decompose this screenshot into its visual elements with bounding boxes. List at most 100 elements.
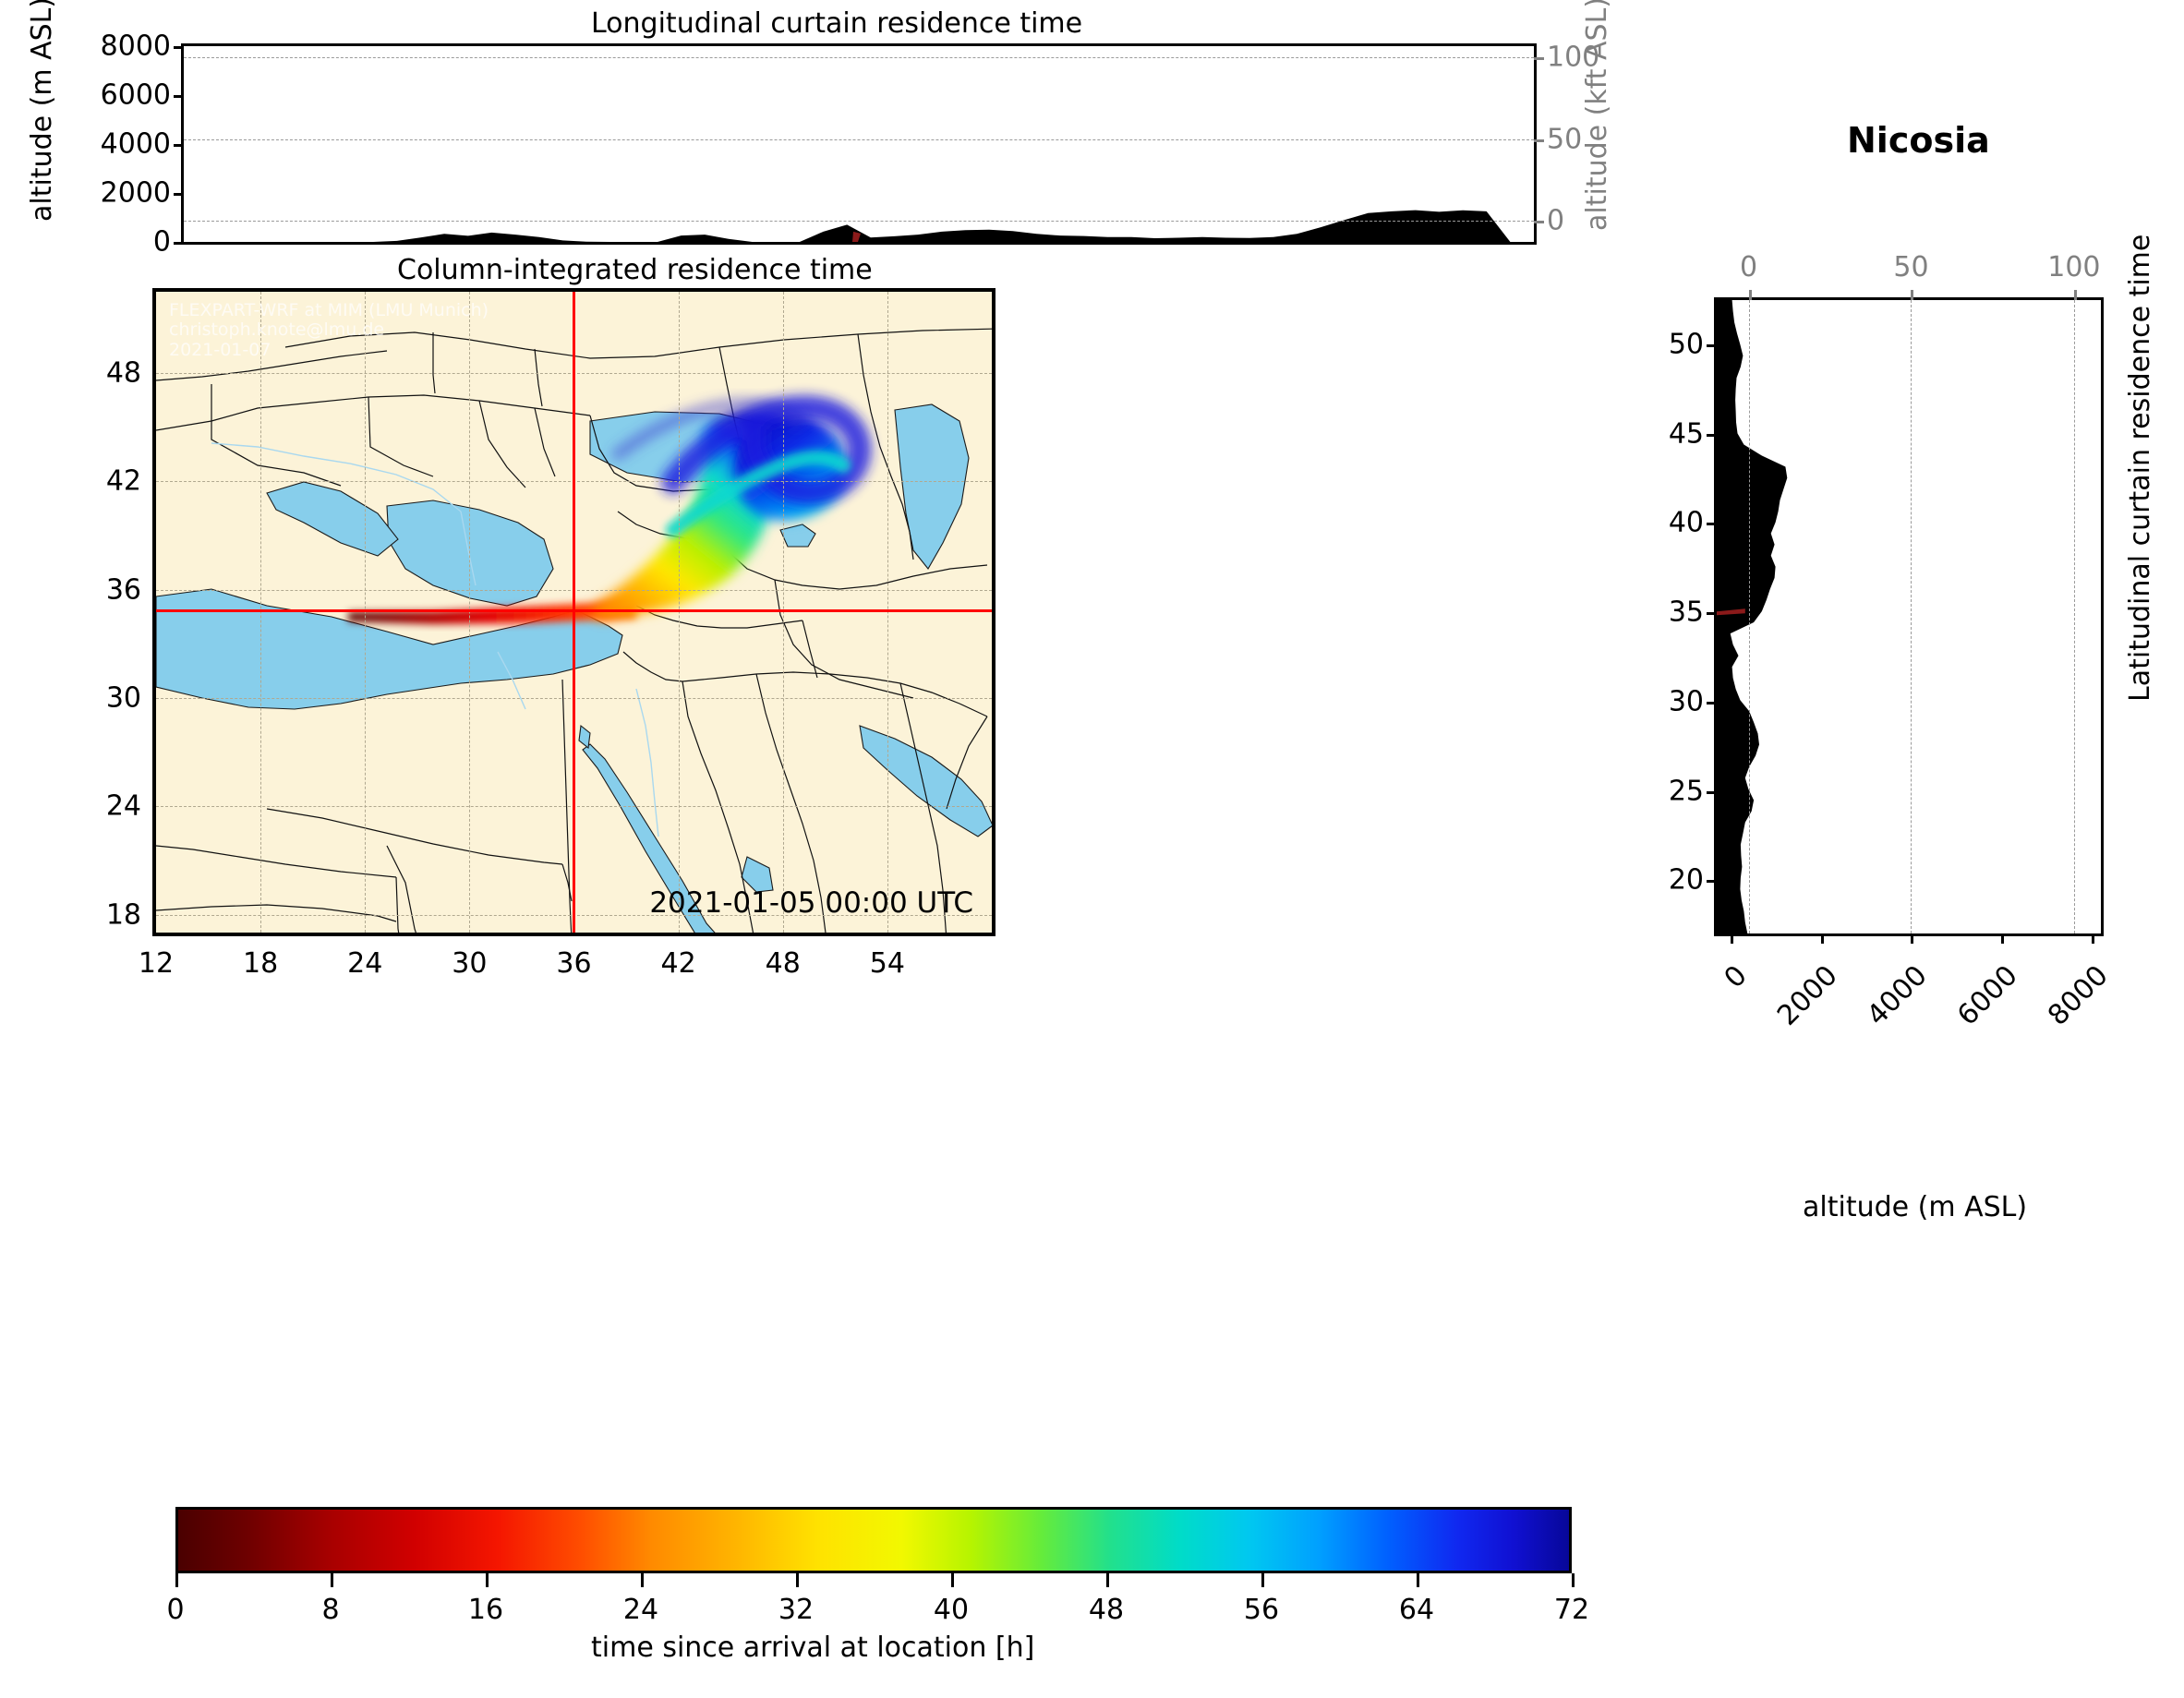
- latitudinal-curtain-plot: 0 50 100 20 25 30 35 40 45 50 0 2000 400…: [1669, 251, 2115, 1032]
- map-date-stamp: 2021-01-05 00:00 UTC: [649, 886, 973, 920]
- tickmark-y-2000: [174, 193, 184, 196]
- tickmark-y-0: [174, 242, 184, 245]
- rtickmark-lat-30: [1707, 701, 1717, 704]
- rtick-top-label-50: 50: [1893, 251, 1929, 283]
- tickmark-y-6000: [174, 95, 184, 98]
- latitudinal-release-marker: [1717, 608, 1745, 616]
- rgridline-4000m: [1911, 300, 1913, 933]
- rtick-alt-6000: 6000: [1951, 959, 2024, 1032]
- longitudinal-release-marker: [852, 231, 861, 242]
- rtick-lat-40: 40: [1668, 506, 1704, 539]
- latitudinal-residence-area: [1717, 300, 1788, 933]
- cbtick-32: 32: [778, 1594, 814, 1626]
- map-xtick-54: 54: [869, 947, 905, 980]
- map-xtick-24: 24: [347, 947, 383, 980]
- map-ytick-42: 42: [105, 464, 141, 498]
- latitudinal-residence-fill: [1717, 300, 1788, 933]
- rtick-lat-25: 25: [1668, 775, 1704, 808]
- rtickmark-lat-50: [1707, 344, 1717, 348]
- cbtick-64: 64: [1398, 1594, 1435, 1626]
- rtickmark-top-0: [1748, 290, 1752, 300]
- longitudinal-residence-area: [184, 210, 1534, 242]
- column-integrated-map[interactable]: FLEXPART-WRF at MIM (LMU Munich) christo…: [152, 288, 995, 936]
- map-ytick-24: 24: [105, 789, 141, 823]
- map-xtick-18: 18: [243, 947, 279, 980]
- rgridline-400m: [1748, 300, 1750, 933]
- ytick-label-8000: 8000: [100, 30, 171, 63]
- y2tick-label-100: 100: [1547, 41, 1600, 74]
- colorbar[interactable]: 0 8 16 24 32 40 48 56 64 72: [166, 1507, 1589, 1626]
- cbtickmark-32: [795, 1573, 799, 1587]
- rtick-lat-30: 30: [1668, 685, 1704, 718]
- map-xtick-12: 12: [138, 947, 175, 980]
- rtickmark-alt-4000: [1911, 933, 1914, 944]
- rtick-lat-20: 20: [1668, 863, 1704, 897]
- rtick-lat-45: 45: [1668, 417, 1704, 451]
- rtick-lat-50: 50: [1668, 328, 1704, 361]
- map-ytick-18: 18: [105, 898, 141, 932]
- longitudinal-curtain-plot: 0 2000 4000 6000 8000 0 50 100: [101, 30, 1600, 259]
- rtickmark-lat-40: [1707, 523, 1717, 526]
- rtick-alt-0: 0: [1718, 959, 1754, 995]
- rtick-lat-35: 35: [1668, 596, 1704, 629]
- rtick-alt-4000: 4000: [1861, 959, 1935, 1032]
- map-xtick-30: 30: [452, 947, 488, 980]
- map-panel-title: Column-integrated residence time: [397, 254, 873, 286]
- longitudinal-panel-title: Longitudinal curtain residence time: [591, 7, 1083, 40]
- cbtick-0: 0: [166, 1594, 185, 1626]
- tickmark-y-4000: [174, 144, 184, 147]
- cbtickmark-24: [640, 1573, 644, 1587]
- rtickmark-alt-8000: [2092, 933, 2095, 944]
- cbtickmark-0: [175, 1573, 178, 1587]
- map-xtick-42: 42: [660, 947, 696, 980]
- map-xtick-36: 36: [556, 947, 592, 980]
- cbtickmark-64: [1416, 1573, 1419, 1587]
- cbtick-8: 8: [321, 1594, 340, 1626]
- rtickmark-top-50: [1911, 290, 1914, 300]
- cbtickmark-56: [1261, 1573, 1264, 1587]
- ytick-label-6000: 6000: [100, 78, 171, 112]
- rtickmark-lat-35: [1707, 612, 1717, 616]
- crosshair-vertical: [572, 292, 575, 933]
- tickmark-y-8000: [174, 46, 184, 49]
- y2tick-label-50: 50: [1547, 123, 1583, 156]
- cbtickmark-8: [330, 1573, 333, 1587]
- cbtickmark-40: [950, 1573, 954, 1587]
- cbtickmark-16: [485, 1573, 489, 1587]
- cbtick-72: 72: [1553, 1594, 1590, 1626]
- map-gridline-lon-54: [887, 292, 888, 933]
- rtickmark-alt-6000: [2001, 933, 2005, 944]
- map-gridline-lon-48: [782, 292, 784, 933]
- map-gridline-lon-30: [469, 292, 471, 933]
- rtickmark-lat-20: [1707, 879, 1717, 883]
- rtickmark-alt-2000: [1820, 933, 1824, 944]
- rtickmark-top-100: [2073, 290, 2077, 300]
- rtick-top-label-100: 100: [2047, 251, 2101, 283]
- cbtick-40: 40: [933, 1594, 970, 1626]
- map-gridline-lon-18: [260, 292, 262, 933]
- latitudinal-panel-title: Latitudinal curtain residence time: [2124, 234, 2156, 702]
- map-ytick-30: 30: [105, 681, 141, 715]
- map-geometry: [156, 292, 992, 933]
- colorbar-gradient: [175, 1507, 1572, 1573]
- map-ytick-36: 36: [105, 573, 141, 607]
- rtickmark-lat-45: [1707, 433, 1717, 437]
- ytick-label-2000: 2000: [100, 176, 171, 210]
- longitudinal-panel-ylabel: altitude (m ASL): [26, 0, 58, 222]
- map-xtick-48: 48: [765, 947, 801, 980]
- map-ytick-48: 48: [105, 356, 141, 390]
- tickmark-y2-0: [1534, 221, 1544, 224]
- tickmark-y2-100: [1534, 56, 1544, 60]
- latitudinal-panel-xlabel: altitude (m ASL): [1803, 1191, 2028, 1223]
- rtick-top-label-0: 0: [1739, 251, 1758, 283]
- map-gridline-lon-24: [365, 292, 367, 933]
- rtick-alt-8000: 8000: [2042, 959, 2115, 1032]
- ytick-label-4000: 4000: [100, 127, 171, 161]
- map-gridline-lon-42: [678, 292, 680, 933]
- rgridline-7600m: [2073, 300, 2075, 933]
- ytick-label-0: 0: [152, 225, 171, 259]
- y2tick-label-0: 0: [1547, 204, 1565, 237]
- station-title: Nicosia: [1847, 120, 1990, 161]
- cbtick-24: 24: [622, 1594, 659, 1626]
- colorbar-label: time since arrival at location [h]: [591, 1632, 1035, 1664]
